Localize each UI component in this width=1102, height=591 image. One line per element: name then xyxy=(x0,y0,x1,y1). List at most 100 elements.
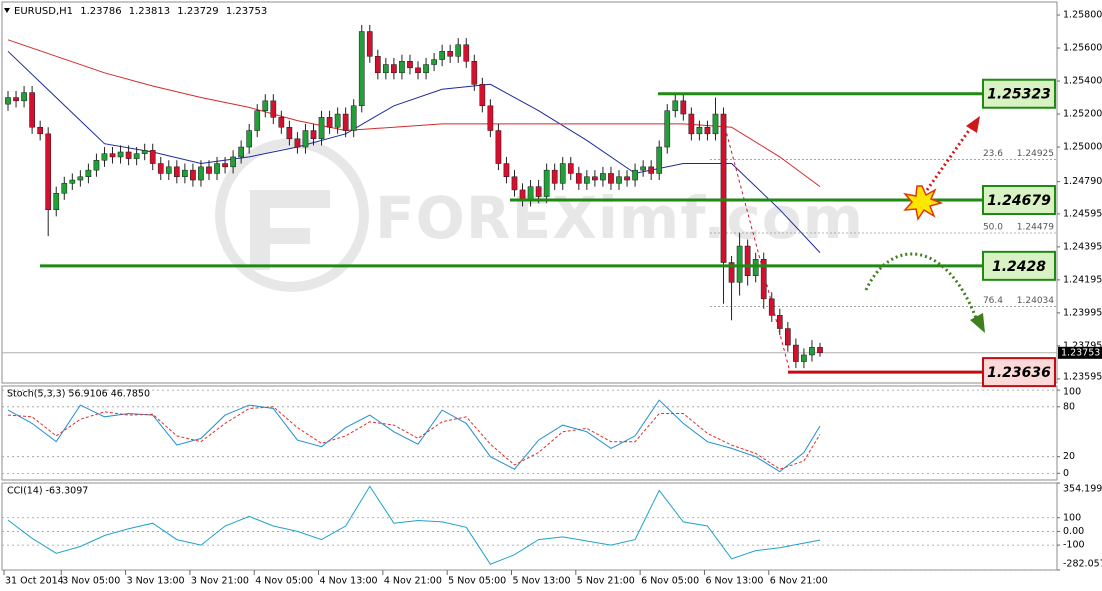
candle-body xyxy=(13,97,19,102)
candle-body xyxy=(270,100,277,118)
watermark-logo-mark xyxy=(250,190,330,270)
candle-body xyxy=(334,113,341,128)
candle-body xyxy=(61,183,68,194)
header-close: 1.23753 xyxy=(226,6,267,17)
x-tick-label: 6 Nov 21:00 xyxy=(770,576,828,587)
panel-frame xyxy=(1,482,1058,571)
candle-body xyxy=(455,44,462,57)
x-tick-label: 5 Nov 13:00 xyxy=(512,576,570,587)
candle-body xyxy=(801,354,807,362)
candle-body xyxy=(543,169,550,197)
level-box xyxy=(982,185,1056,216)
y-tick-label: 0 xyxy=(1063,468,1069,479)
candle-body xyxy=(374,56,381,74)
candle-body xyxy=(182,169,188,177)
y-tick-label: 100 xyxy=(1063,387,1081,398)
candle-body xyxy=(423,64,429,74)
candle-body xyxy=(278,117,285,128)
y-tick-label: 1.23595 xyxy=(1063,372,1102,383)
candle-body xyxy=(5,97,11,105)
y-tick-label: -100 xyxy=(1063,540,1085,551)
chart-header: EURUSD,H1 1.23786 1.23813 1.23729 1.2375… xyxy=(14,6,267,17)
panel-frame xyxy=(1,385,1058,481)
candle-body xyxy=(632,169,638,181)
y-tick-label: 1.24595 xyxy=(1063,208,1102,219)
candle-body xyxy=(399,60,405,74)
candle-body xyxy=(592,176,598,181)
candle-body xyxy=(704,126,711,135)
candle-body xyxy=(487,105,494,131)
y-tick-label: 354.1999 xyxy=(1063,484,1102,495)
candle-body xyxy=(688,113,695,135)
candle-body xyxy=(624,176,630,181)
y-tick-label: 1.25400 xyxy=(1063,76,1102,87)
candle-body xyxy=(744,245,751,276)
candle-body xyxy=(696,126,703,135)
x-tick-label: 5 Nov 21:00 xyxy=(577,576,635,587)
level-box xyxy=(982,357,1056,388)
fib-price: 1.24034 xyxy=(1017,296,1054,306)
level-box xyxy=(982,78,1056,109)
current-price-box xyxy=(1058,346,1102,359)
x-tick-label: 3 Nov 21:00 xyxy=(191,576,249,587)
candle-body xyxy=(109,153,116,158)
candle-body xyxy=(736,245,743,283)
candle-body xyxy=(238,146,244,158)
candle-body xyxy=(173,166,180,177)
candle-body xyxy=(190,169,196,181)
candle-body xyxy=(101,153,108,161)
candle-body xyxy=(230,156,236,168)
candle-body xyxy=(471,60,478,85)
candle-body xyxy=(559,163,566,184)
candle-body xyxy=(117,151,124,158)
candle-body xyxy=(318,117,325,140)
candle-body xyxy=(366,31,373,57)
burst-icon xyxy=(903,185,944,221)
candle-body xyxy=(77,176,84,181)
candle-body xyxy=(648,166,655,174)
current-price-label: 1.23753 xyxy=(1061,347,1100,358)
candle-body xyxy=(600,173,606,181)
candle-body xyxy=(222,163,228,168)
candle-body xyxy=(383,64,389,74)
candle-body xyxy=(760,258,767,300)
green-arrow-head xyxy=(970,313,985,333)
candle-body xyxy=(793,344,799,362)
candle-body xyxy=(519,189,526,201)
red-arrow-head xyxy=(966,116,980,133)
candle-body xyxy=(527,186,534,201)
fib-price: 1.24479 xyxy=(1017,223,1054,233)
candle-body xyxy=(125,151,132,159)
fib-ratio: 23.6 xyxy=(983,149,1003,159)
level-label: 1.24679 xyxy=(987,193,1051,209)
y-tick-label: 1.23795 xyxy=(1063,340,1102,351)
candle-body xyxy=(640,166,646,171)
candle-body xyxy=(712,113,719,135)
candle-body xyxy=(415,67,421,74)
candle-body xyxy=(246,130,253,148)
x-tick-label: 4 Nov 21:00 xyxy=(384,576,442,587)
x-tick-label: 6 Nov 13:00 xyxy=(705,576,763,587)
candle-body xyxy=(768,298,775,316)
candle-body xyxy=(29,92,35,128)
candle-body xyxy=(294,138,301,148)
fib-price: 1.24925 xyxy=(1017,149,1054,159)
header-triangle xyxy=(4,8,10,13)
candle-body xyxy=(69,179,76,184)
candle-body xyxy=(133,153,140,159)
level-label: 1.2428 xyxy=(992,259,1046,275)
x-tick-label: 3 Nov 05:00 xyxy=(62,576,120,587)
candle-body xyxy=(206,166,212,174)
candle-body xyxy=(93,159,100,171)
panel-title: Stoch(5,3,3) 56.9106 46.7850 xyxy=(7,389,150,400)
y-tick-label: 0.00 xyxy=(1063,526,1084,537)
symbol: EURUSD,H1 xyxy=(14,6,73,17)
candle-body xyxy=(326,117,333,128)
candle-body xyxy=(495,130,502,164)
watermark-text: FOREXimf.com xyxy=(375,184,864,252)
level-label: 1.25323 xyxy=(987,87,1051,103)
candle-body xyxy=(511,176,518,191)
